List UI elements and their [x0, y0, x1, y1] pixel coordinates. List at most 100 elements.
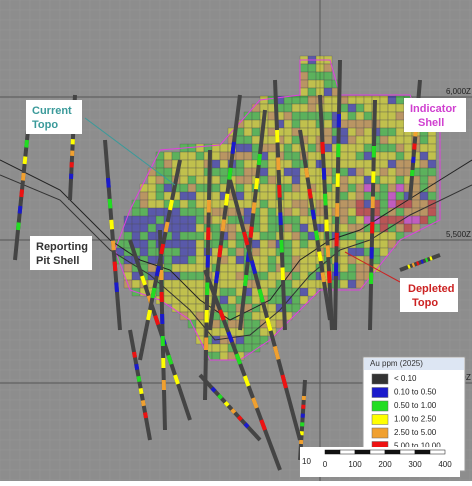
block [380, 168, 388, 176]
block [380, 96, 388, 104]
block [284, 216, 292, 224]
drill-interval [20, 206, 21, 214]
block [148, 176, 156, 184]
block [188, 240, 196, 248]
block [196, 176, 204, 184]
block [356, 112, 364, 120]
block [244, 320, 252, 328]
block [300, 88, 308, 96]
block [420, 144, 428, 152]
block [388, 168, 396, 176]
block [268, 200, 276, 208]
block [340, 104, 348, 112]
block [388, 120, 396, 128]
block [308, 104, 316, 112]
block [324, 64, 332, 72]
block [364, 136, 372, 144]
block [292, 200, 300, 208]
block [388, 96, 396, 104]
block [260, 216, 268, 224]
block [348, 160, 356, 168]
block [228, 256, 236, 264]
label: Topo [32, 119, 58, 131]
block [396, 224, 404, 232]
block [420, 136, 428, 144]
drill-interval [142, 276, 145, 285]
block [196, 208, 204, 216]
block [148, 184, 156, 192]
block [396, 168, 404, 176]
block [388, 152, 396, 160]
block [324, 136, 332, 144]
drill-interval [226, 194, 228, 206]
block [364, 144, 372, 152]
block [340, 176, 348, 184]
block [236, 160, 244, 168]
block [292, 216, 300, 224]
block [348, 176, 356, 184]
block [300, 120, 308, 128]
drill-interval [148, 310, 150, 320]
drill-interval [157, 266, 159, 276]
block [132, 280, 140, 288]
block [380, 104, 388, 112]
block [324, 128, 332, 136]
block [364, 96, 372, 104]
block [380, 176, 388, 184]
block [340, 112, 348, 120]
block [356, 128, 364, 136]
drill-interval [251, 227, 252, 238]
block [292, 232, 300, 240]
block [148, 232, 156, 240]
block [340, 192, 348, 200]
block [244, 152, 252, 160]
block [356, 184, 364, 192]
block [212, 320, 220, 328]
block [252, 136, 260, 144]
block [196, 240, 204, 248]
block [180, 272, 188, 280]
block [148, 248, 156, 256]
block [284, 248, 292, 256]
block [236, 280, 244, 288]
block [348, 128, 356, 136]
block [180, 184, 188, 192]
block [244, 184, 252, 192]
drill-interval [280, 213, 281, 226]
block [308, 128, 316, 136]
drill-interval [313, 210, 315, 220]
block [148, 240, 156, 248]
block [324, 88, 332, 96]
block [268, 304, 276, 312]
block [340, 240, 348, 248]
block [300, 192, 308, 200]
block [180, 264, 188, 272]
scale-label: 300 [408, 460, 422, 469]
block [396, 96, 404, 104]
block [340, 152, 348, 160]
legend-label: 1.00 to 2.50 [394, 415, 437, 424]
block [348, 152, 356, 160]
block [356, 272, 364, 280]
block [396, 160, 404, 168]
block [228, 224, 236, 232]
block [396, 176, 404, 184]
block [292, 152, 300, 160]
block [284, 168, 292, 176]
drill-interval [281, 240, 282, 253]
block [236, 152, 244, 160]
block [284, 160, 292, 168]
block [380, 192, 388, 200]
drill-interval [426, 260, 428, 261]
block [292, 224, 300, 232]
block [196, 144, 204, 152]
block [340, 264, 348, 272]
block [156, 208, 164, 216]
block [252, 232, 260, 240]
block [340, 168, 348, 176]
block [260, 200, 268, 208]
elevation-label: 5,500Z [446, 230, 471, 239]
block [380, 184, 388, 192]
block [196, 248, 204, 256]
drill-interval [21, 190, 22, 198]
